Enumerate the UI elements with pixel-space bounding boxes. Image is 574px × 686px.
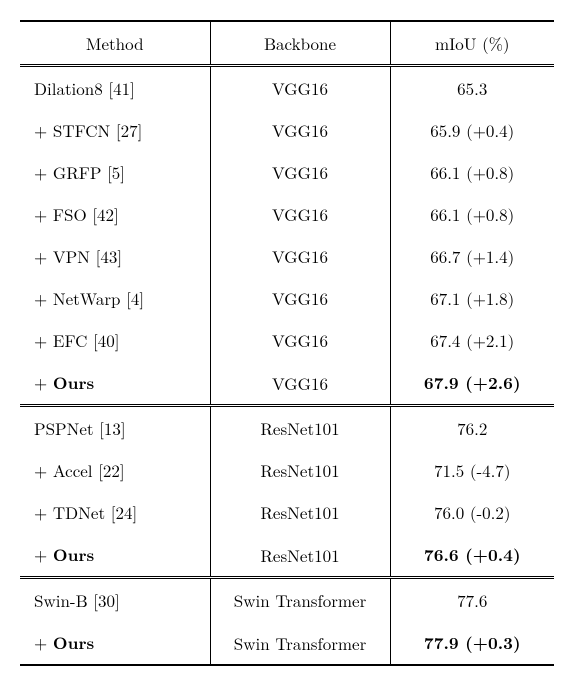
col-backbone: Backbone [210,21,390,66]
cell-method: + STFCN [27] [20,109,210,151]
cell-backbone: VGG16 [210,66,390,110]
cell-backbone: ResNet101 [210,491,390,533]
table-row: + TDNet [24]ResNet10176.0 (-0.2) [20,491,554,533]
cell-miou: 67.1 (+1.8) [390,277,554,319]
table-row: + NetWarp [4]VGG1667.1 (+1.8) [20,277,554,319]
table-row: Swin-B [30]Swin Transformer77.6 [20,578,554,622]
cell-miou: 65.3 [390,66,554,110]
cell-backbone: VGG16 [210,151,390,193]
cell-backbone: ResNet101 [210,449,390,491]
cell-method: + FSO [42] [20,193,210,235]
col-method: Method [20,21,210,66]
cell-method: PSPNet [13] [20,406,210,450]
cell-backbone: VGG16 [210,193,390,235]
cell-miou: 76.2 [390,406,554,450]
cell-miou: 76.6 (+0.4) [390,533,554,578]
cell-method: + NetWarp [4] [20,277,210,319]
cell-backbone: VGG16 [210,235,390,277]
cell-miou: 65.9 (+0.4) [390,109,554,151]
cell-method: + Ours [20,361,210,406]
table-row: PSPNet [13]ResNet10176.2 [20,406,554,450]
table-row: + OursResNet10176.6 (+0.4) [20,533,554,578]
cell-miou: 67.4 (+2.1) [390,319,554,361]
table-row: + Accel [22]ResNet10171.5 (-4.7) [20,449,554,491]
cell-backbone: VGG16 [210,319,390,361]
cell-method: + VPN [43] [20,235,210,277]
cell-backbone: VGG16 [210,277,390,319]
table-row: + OursVGG1667.9 (+2.6) [20,361,554,406]
cell-miou: 66.1 (+0.8) [390,151,554,193]
cell-miou: 76.0 (-0.2) [390,491,554,533]
cell-method: + EFC [40] [20,319,210,361]
cell-miou: 67.9 (+2.6) [390,361,554,406]
cell-backbone: VGG16 [210,361,390,406]
results-table: Method Backbone mIoU (%) Dilation8 [41]V… [20,20,554,666]
cell-backbone: ResNet101 [210,533,390,578]
cell-backbone: VGG16 [210,109,390,151]
header-row: Method Backbone mIoU (%) [20,21,554,66]
table-row: + STFCN [27]VGG1665.9 (+0.4) [20,109,554,151]
cell-method: + TDNet [24] [20,491,210,533]
cell-miou: 66.1 (+0.8) [390,193,554,235]
cell-backbone: ResNet101 [210,406,390,450]
cell-method: Dilation8 [41] [20,66,210,110]
col-miou: mIoU (%) [390,21,554,66]
cell-backbone: Swin Transformer [210,578,390,622]
cell-backbone: Swin Transformer [210,621,390,665]
table-row: + OursSwin Transformer77.9 (+0.3) [20,621,554,665]
table-row: + VPN [43]VGG1666.7 (+1.4) [20,235,554,277]
cell-miou: 71.5 (-4.7) [390,449,554,491]
table-row: + EFC [40]VGG1667.4 (+2.1) [20,319,554,361]
cell-method: Swin-B [30] [20,578,210,622]
cell-method: + Ours [20,533,210,578]
cell-miou: 77.9 (+0.3) [390,621,554,665]
cell-method: + Ours [20,621,210,665]
cell-miou: 77.6 [390,578,554,622]
table-row: + GRFP [5]VGG1666.1 (+0.8) [20,151,554,193]
table-row: + FSO [42]VGG1666.1 (+0.8) [20,193,554,235]
table-row: Dilation8 [41]VGG1665.3 [20,66,554,110]
cell-method: + GRFP [5] [20,151,210,193]
cell-method: + Accel [22] [20,449,210,491]
cell-miou: 66.7 (+1.4) [390,235,554,277]
